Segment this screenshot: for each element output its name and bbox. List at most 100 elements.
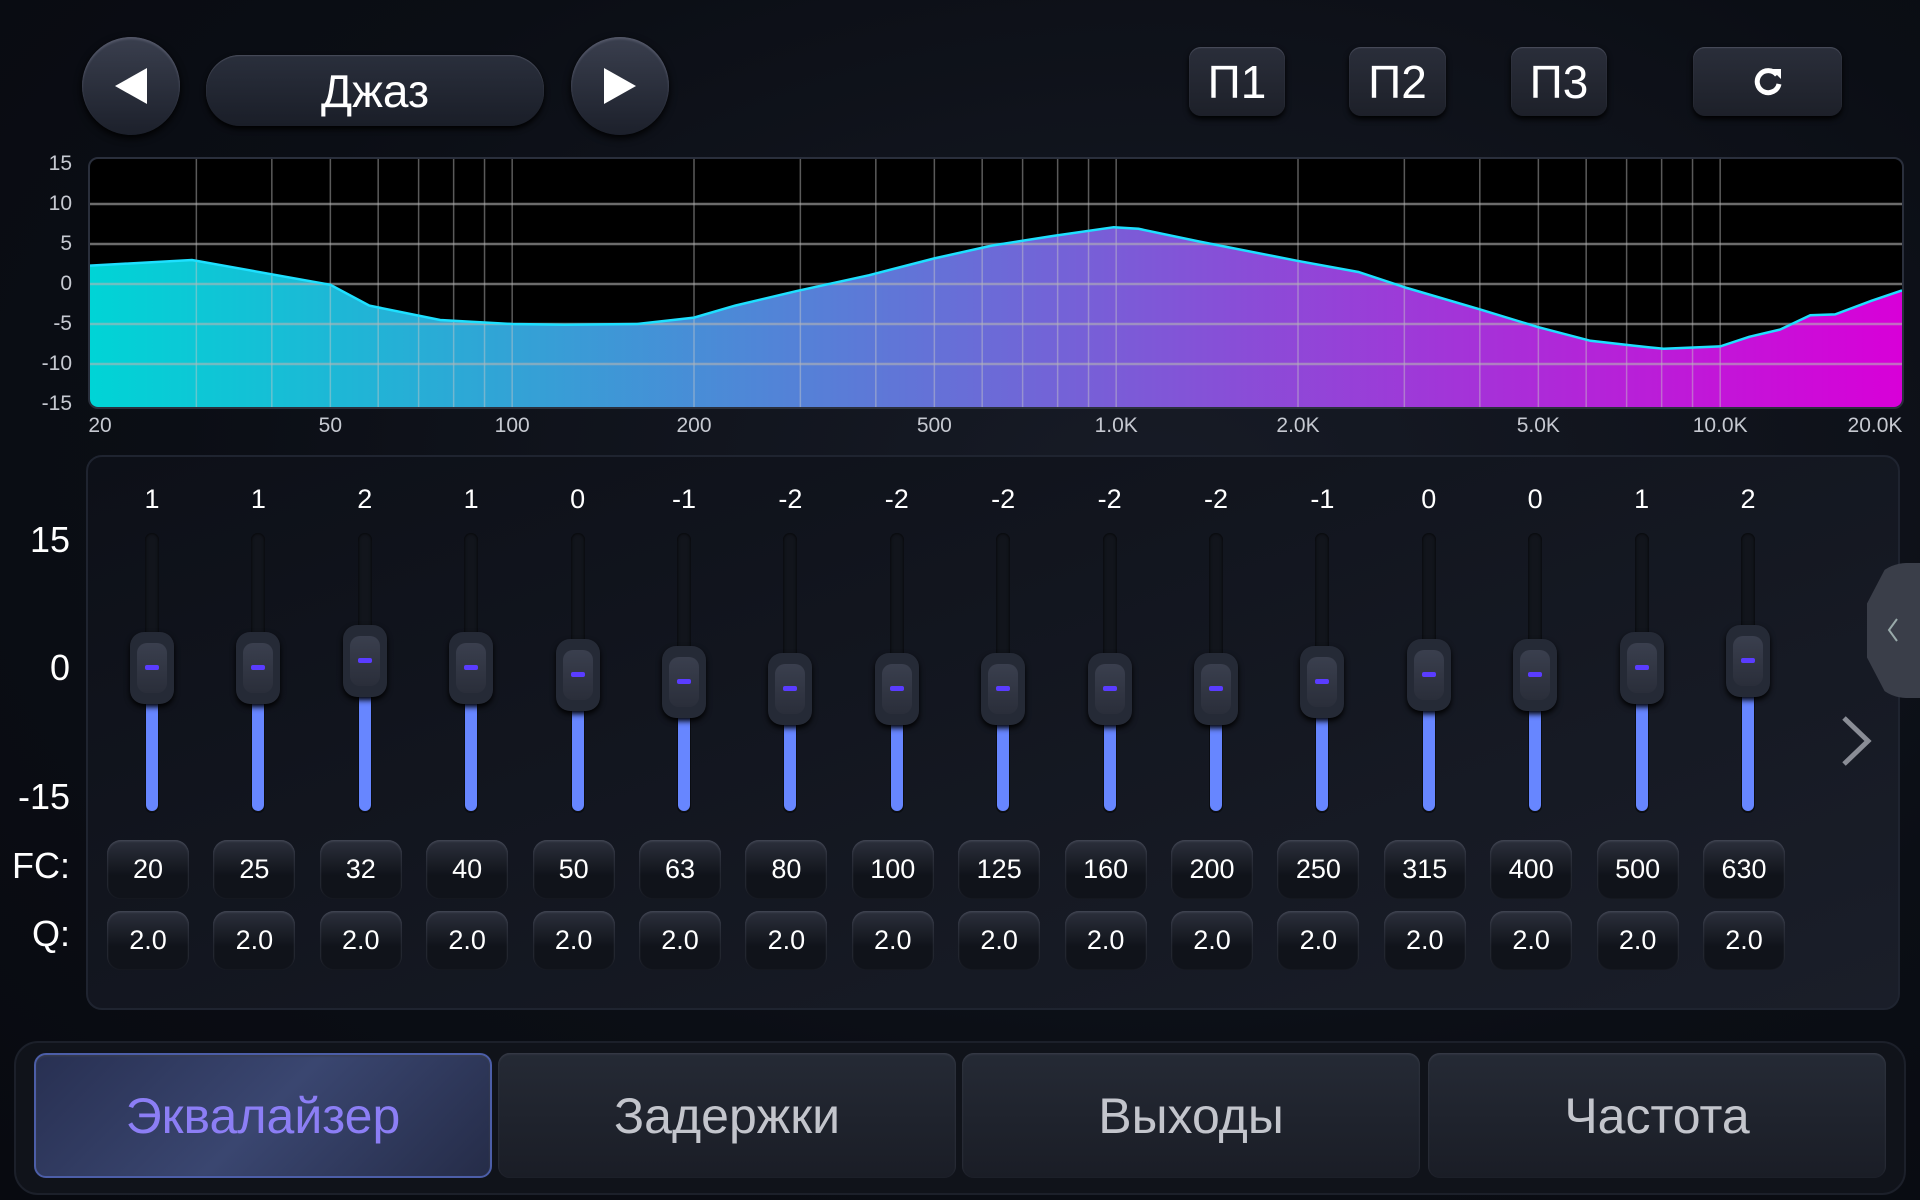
band-gain-value: -2 — [1203, 484, 1228, 514]
band-slider-fill — [358, 660, 371, 811]
band-fc-button[interactable]: 100 — [851, 840, 934, 899]
triangle-left-icon — [115, 68, 147, 104]
band-gain-value: 2 — [1740, 484, 1756, 514]
band-gain-value: -1 — [1310, 484, 1335, 514]
tab-equalizer[interactable]: Эквалайзер — [34, 1053, 492, 1178]
x-tick-label: 10.0K — [1692, 414, 1748, 437]
band-q-button[interactable]: 2.0 — [958, 911, 1041, 970]
q-label: Q: — [31, 913, 70, 954]
band-slider-knob[interactable] — [342, 624, 387, 697]
band-slider-knob[interactable] — [1300, 646, 1345, 719]
band-q-button[interactable]: 2.0 — [1171, 911, 1253, 970]
x-tick-label: 20 — [88, 414, 112, 437]
preset-name[interactable]: Джаз — [206, 55, 544, 126]
band-q-button[interactable]: 2.0 — [319, 911, 402, 970]
frequency-response-chart — [88, 157, 1904, 409]
band-q-button[interactable]: 2.0 — [107, 911, 189, 970]
band-q-button[interactable]: 2.0 — [532, 911, 615, 970]
band-slider-knob[interactable] — [1619, 631, 1664, 704]
band-gain-value: -1 — [671, 484, 696, 514]
reset-button[interactable] — [1693, 47, 1842, 116]
band-fc-button[interactable]: 160 — [1064, 840, 1147, 899]
band-q-button[interactable]: 2.0 — [213, 911, 296, 970]
band-fc-button[interactable]: 315 — [1383, 840, 1466, 899]
band-q-button[interactable]: 2.0 — [639, 911, 721, 970]
refresh-icon — [1754, 67, 1781, 95]
band-gain-value: 0 — [1527, 484, 1543, 514]
band-slider-knob[interactable] — [768, 653, 813, 726]
band-q-button[interactable]: 2.0 — [1703, 911, 1785, 970]
band-fc-button[interactable]: 32 — [319, 840, 402, 899]
y-tick-label: 15 — [48, 152, 72, 175]
band-q-button[interactable]: 2.0 — [1383, 911, 1466, 970]
x-tick-label: 100 — [494, 414, 530, 437]
band-slider-knob[interactable] — [1513, 639, 1558, 711]
tab-outputs[interactable]: Выходы — [962, 1053, 1420, 1178]
triangle-right-icon — [604, 68, 636, 104]
band-slider-knob[interactable] — [662, 646, 706, 719]
scale-label-max: 15 — [29, 519, 70, 560]
band-slider-knob[interactable] — [1406, 639, 1451, 711]
band-q-button[interactable]: 2.0 — [1277, 911, 1360, 970]
y-tick-label: -10 — [41, 352, 72, 375]
preset-p2-button[interactable]: П2 — [1349, 47, 1446, 116]
next-page-button[interactable] — [1836, 712, 1876, 775]
x-tick-label: 5.0K — [1516, 414, 1560, 437]
band-fc-button[interactable]: 25 — [213, 840, 296, 899]
band-fc-button[interactable]: 250 — [1277, 840, 1360, 899]
previous-preset-button[interactable] — [82, 37, 180, 135]
chevron-left-icon — [1887, 618, 1898, 642]
band-slider-knob[interactable] — [130, 631, 174, 704]
band-slider-knob[interactable] — [236, 631, 281, 704]
band-slider-knob[interactable] — [1087, 653, 1132, 726]
frequency-response-plot — [90, 159, 1902, 407]
band-slider-knob[interactable] — [874, 653, 919, 726]
band-slider-knob[interactable] — [449, 631, 494, 704]
band-fc-button[interactable]: 50 — [532, 840, 615, 899]
band-gain-value: 1 — [1634, 484, 1650, 514]
tab-frequency[interactable]: Частота — [1428, 1053, 1886, 1178]
band-gain-value: -2 — [778, 484, 803, 514]
band-fc-button[interactable]: 630 — [1703, 840, 1785, 899]
y-tick-label: -15 — [41, 392, 72, 415]
band-slider-knob[interactable] — [1194, 653, 1238, 726]
band-gain-value: 1 — [144, 484, 160, 514]
response-curve — [90, 225, 1902, 351]
band-fc-button[interactable]: 20 — [107, 840, 189, 899]
preset-p1-button[interactable]: П1 — [1189, 47, 1285, 116]
scale-label-min: -15 — [17, 776, 70, 817]
band-gain-value: 2 — [357, 484, 373, 514]
band-slider-knob[interactable] — [555, 639, 600, 711]
band-gain-value: -2 — [991, 484, 1016, 514]
band-q-button[interactable]: 2.0 — [1596, 911, 1679, 970]
x-tick-label: 200 — [676, 414, 712, 437]
x-tick-label: 50 — [318, 414, 343, 437]
band-gain-value: 0 — [1421, 484, 1437, 514]
band-q-button[interactable]: 2.0 — [1490, 911, 1573, 970]
band-q-button[interactable]: 2.0 — [851, 911, 934, 970]
tab-delays[interactable]: Задержки — [498, 1053, 956, 1178]
y-tick-label: 0 — [60, 272, 72, 295]
band-slider-fill — [1742, 660, 1754, 811]
band-q-button[interactable]: 2.0 — [745, 911, 828, 970]
fc-label: FC: — [12, 845, 70, 886]
band-fc-button[interactable]: 400 — [1490, 840, 1573, 899]
band-fc-button[interactable]: 125 — [958, 840, 1041, 899]
band-fc-button[interactable]: 40 — [426, 840, 509, 899]
band-q-button[interactable]: 2.0 — [1064, 911, 1147, 970]
response-area — [90, 227, 1902, 407]
band-gain-value: 0 — [570, 484, 586, 514]
band-gain-value: -2 — [1097, 484, 1122, 514]
preset-p3-button[interactable]: П3 — [1511, 47, 1607, 116]
band-slider-knob[interactable] — [1726, 624, 1770, 697]
band-fc-button[interactable]: 63 — [639, 840, 721, 899]
band-q-button[interactable]: 2.0 — [426, 911, 509, 970]
band-slider-knob[interactable] — [981, 653, 1026, 726]
band-fc-button[interactable]: 500 — [1596, 840, 1679, 899]
chevron-right-icon — [1842, 716, 1872, 766]
next-preset-button[interactable] — [571, 37, 669, 135]
band-gain-value: -2 — [884, 484, 909, 514]
scale-label-zero: 0 — [49, 647, 70, 688]
band-fc-button[interactable]: 200 — [1171, 840, 1253, 899]
band-fc-button[interactable]: 80 — [745, 840, 828, 899]
